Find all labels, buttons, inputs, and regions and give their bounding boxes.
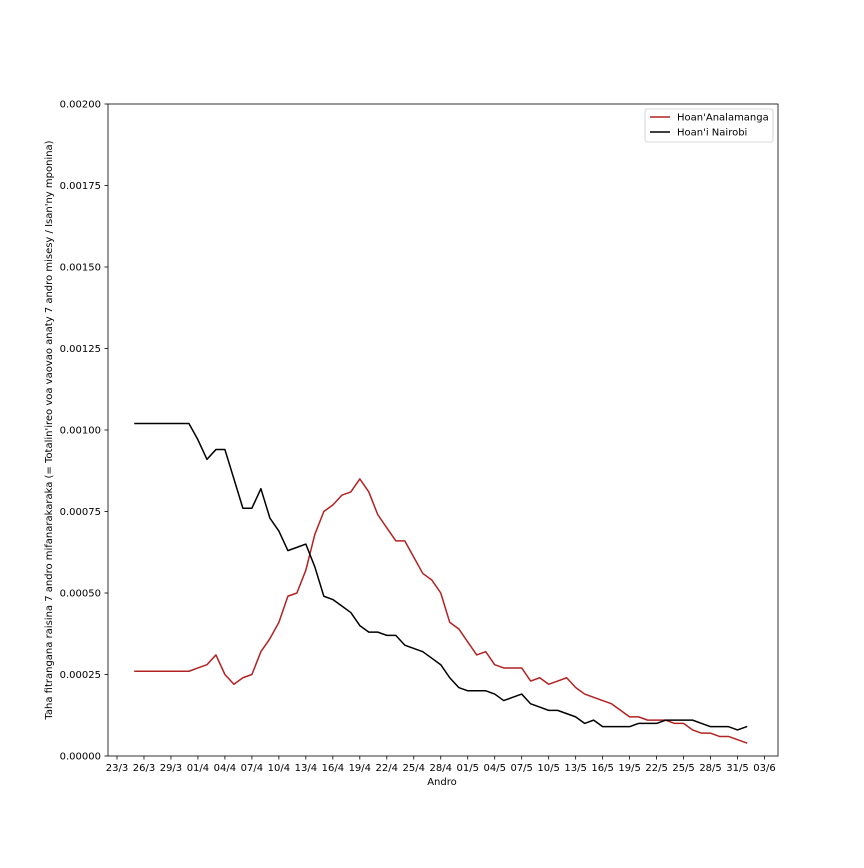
x-tick-label: 28/5 [699,763,721,774]
y-tick-label: 0.00000 [60,752,101,763]
axes-layer: 0.00000 0.00025 0.00050 0.00075 0.00100 0.001… [60,100,779,774]
x-tick-label: 04/4 [214,763,236,774]
y-tick-label: 0.00150 [60,263,101,274]
x-tick-label: 25/4 [403,763,425,774]
x-tick-label: 16/5 [591,763,613,774]
legend-label-0: Hoan'Analamanga [677,113,769,124]
x-tick-label: 04/5 [483,763,505,774]
x-tick-label: 07/5 [510,763,532,774]
legend: Hoan'Analamanga Hoan'i Nairobi [644,108,774,143]
x-tick-label: 10/4 [268,763,290,774]
x-tick-label: 28/4 [430,763,452,774]
y-tick-label: 0.00200 [60,100,101,111]
series-layer [134,422,748,744]
x-tick-label: 03/6 [753,763,775,774]
series-line-1 [134,422,748,731]
x-tick-label: 19/5 [618,763,640,774]
x-tick-label: 25/5 [672,763,694,774]
y-tick-label: 0.00075 [60,507,101,518]
x-tick-label: 13/4 [295,763,317,774]
y-axis-label: Taha fitrangana raisina 7 andro mifanara… [44,140,55,720]
y-tick-label: 0.00025 [60,670,101,681]
x-tick-label: 22/4 [376,763,398,774]
y-tick-label: 0.00125 [60,344,101,355]
x-tick-label: 22/5 [645,763,667,774]
x-tick-label: 23/3 [106,763,128,774]
x-axis-label: Andro [427,777,457,788]
y-tick-label: 0.00175 [60,181,101,192]
series-line-0 [134,478,748,744]
x-tick-label: 01/5 [456,763,478,774]
legend-label-1: Hoan'i Nairobi [677,128,747,139]
x-tick-label: 31/5 [726,763,748,774]
legend-box [644,108,774,143]
x-tick-label: 19/4 [349,763,371,774]
x-tick-label: 16/4 [322,763,344,774]
x-tick-label: 10/5 [537,763,559,774]
x-tick-label: 13/5 [564,763,586,774]
y-tick-label: 0.00100 [60,426,101,437]
x-tick-label: 07/4 [241,763,263,774]
y-tick-label: 0.00050 [60,589,101,600]
x-tick-label: 29/3 [160,763,182,774]
x-tick-label: 01/4 [187,763,209,774]
x-tick-label: 26/3 [133,763,155,774]
